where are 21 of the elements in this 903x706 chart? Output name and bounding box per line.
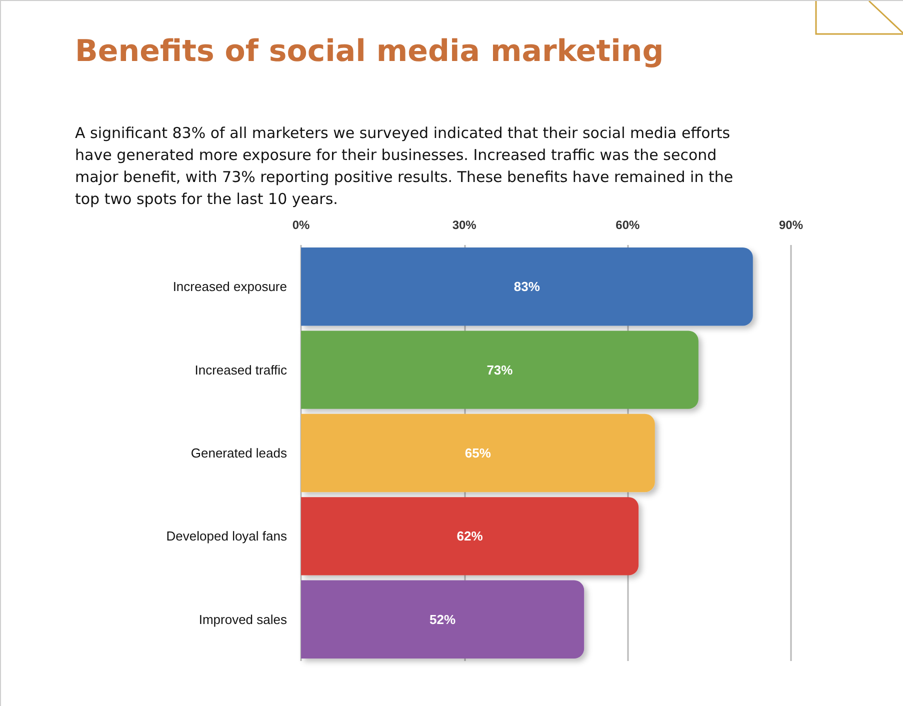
- bar: [301, 580, 584, 659]
- x-tick-label: 90%: [778, 218, 804, 232]
- y-tick-label: Increased traffic: [194, 362, 288, 378]
- data-label: 52%: [430, 612, 456, 627]
- bar: [301, 414, 655, 492]
- data-label: 65%: [464, 446, 492, 460]
- data-label: 62%: [456, 528, 484, 544]
- y-tick-label: Generated leads: [190, 446, 288, 460]
- y-tick-label: Developed loyal fans: [166, 528, 288, 544]
- bar: [301, 497, 639, 576]
- x-tick-label: 60%: [616, 218, 640, 232]
- chart-subtitle: A significant 83% of all marketers we surveyed indicated that their social media efforts have generated more exposure for their businesses. Increased traffic was the second major benefit, with 73% reporting positive results. These benefits have remained in the top two spots for the last 10 years.: [75, 123, 734, 210]
- data-label: 73%: [486, 362, 514, 378]
- chart-title: Benefits of social media marketing: [75, 34, 664, 69]
- y-tick-label: Increased exposure: [172, 279, 287, 294]
- x-tick-label: 30%: [452, 218, 477, 232]
- data-label: 83%: [514, 279, 540, 294]
- x-tick-label: 0%: [292, 218, 310, 232]
- bar: [301, 247, 753, 326]
- bar: [301, 330, 698, 409]
- y-tick-label: Improved sales: [198, 612, 288, 627]
